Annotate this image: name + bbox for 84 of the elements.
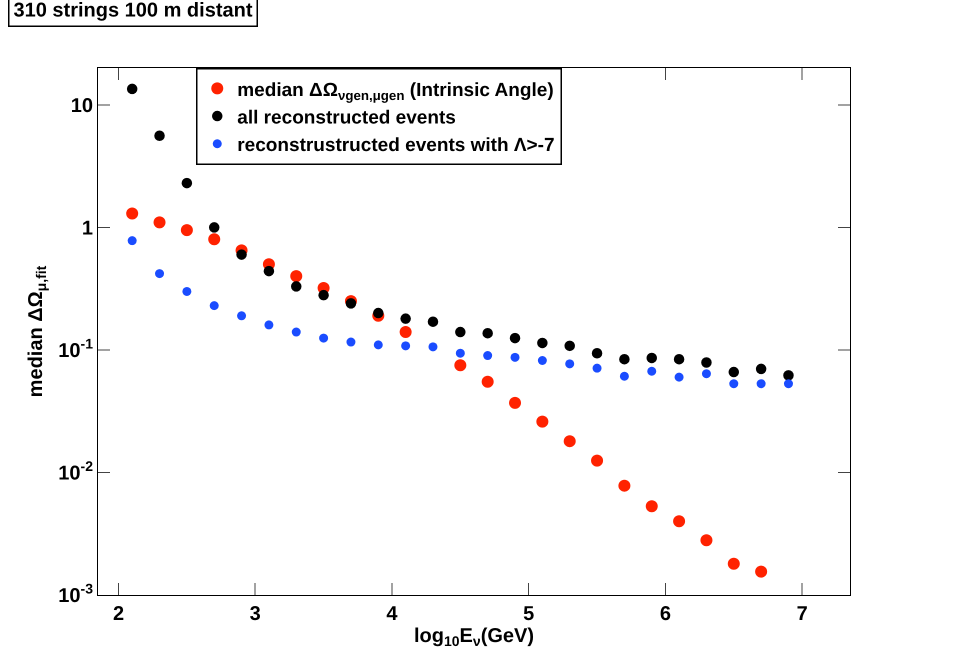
point	[346, 338, 356, 347]
y-tick-label: 10$^{-3}$	[58, 580, 94, 607]
point	[208, 233, 220, 246]
point	[538, 356, 547, 365]
point	[701, 357, 712, 368]
point	[702, 369, 711, 378]
point	[374, 340, 383, 350]
x-tick-label: 6	[660, 603, 671, 625]
point	[756, 379, 766, 388]
point	[592, 348, 602, 358]
point	[318, 290, 329, 300]
point	[565, 359, 574, 368]
point	[346, 298, 356, 309]
point	[455, 326, 466, 338]
point	[154, 216, 166, 228]
point	[646, 352, 657, 364]
point	[154, 130, 165, 141]
point	[155, 269, 164, 278]
point	[618, 480, 630, 492]
point	[647, 366, 656, 376]
point	[454, 359, 466, 372]
point	[237, 311, 246, 320]
x-tick-label: 7	[796, 603, 808, 625]
point	[319, 334, 328, 343]
x-tick-label: 3	[250, 603, 261, 625]
legend-label: all reconstructed events	[237, 107, 456, 128]
point	[400, 326, 412, 338]
point	[537, 338, 548, 348]
point	[482, 328, 493, 338]
point	[400, 313, 411, 324]
point	[126, 84, 138, 94]
point	[728, 558, 740, 570]
point	[373, 308, 384, 318]
legend-label: reconstrustructed events with Λ>-7	[237, 135, 555, 156]
x-tick-label: 5	[523, 603, 534, 625]
point	[673, 515, 686, 528]
point	[729, 379, 738, 388]
point	[128, 236, 137, 246]
x-tick-label: 2	[112, 603, 124, 625]
point	[264, 266, 274, 276]
point	[401, 341, 410, 350]
point	[564, 340, 575, 352]
point	[674, 372, 684, 382]
point	[180, 224, 193, 236]
chart-title: 310 strings 100 m distant	[14, 0, 253, 22]
point	[210, 301, 219, 310]
point	[126, 207, 138, 220]
x-tick-label: 4	[386, 603, 398, 625]
point	[783, 370, 794, 381]
point	[482, 376, 494, 388]
point	[564, 435, 576, 448]
point	[728, 366, 740, 378]
point	[290, 270, 302, 282]
point	[182, 178, 192, 188]
point	[182, 286, 192, 296]
point	[700, 534, 712, 546]
legend-label: median ΔΩ$_{νgen,μgen}$ (Intrinsic Angle)	[237, 80, 554, 103]
point	[674, 354, 684, 364]
x-axis-title: log$_{10}$E$_{ν}$(GeV)	[414, 625, 534, 650]
point	[428, 316, 438, 327]
point	[483, 351, 492, 360]
point	[236, 249, 247, 260]
point	[619, 354, 630, 364]
point	[784, 379, 793, 388]
y-tick-label: 10$^{-1}$	[58, 336, 94, 362]
point	[591, 454, 604, 467]
point	[509, 396, 522, 409]
point	[292, 328, 301, 337]
point	[428, 342, 438, 352]
point	[646, 500, 658, 512]
point	[510, 352, 520, 362]
point	[755, 566, 768, 578]
point	[208, 222, 220, 233]
point	[291, 281, 302, 292]
y-tick-label: 10	[70, 94, 93, 117]
point	[592, 364, 602, 373]
point	[456, 348, 465, 358]
point	[756, 364, 766, 374]
point	[510, 332, 520, 344]
y-tick-label: 1	[82, 217, 93, 240]
point	[620, 372, 629, 381]
point	[264, 320, 274, 330]
y-tick-label: 10$^{-2}$	[58, 458, 94, 484]
point	[536, 416, 548, 428]
